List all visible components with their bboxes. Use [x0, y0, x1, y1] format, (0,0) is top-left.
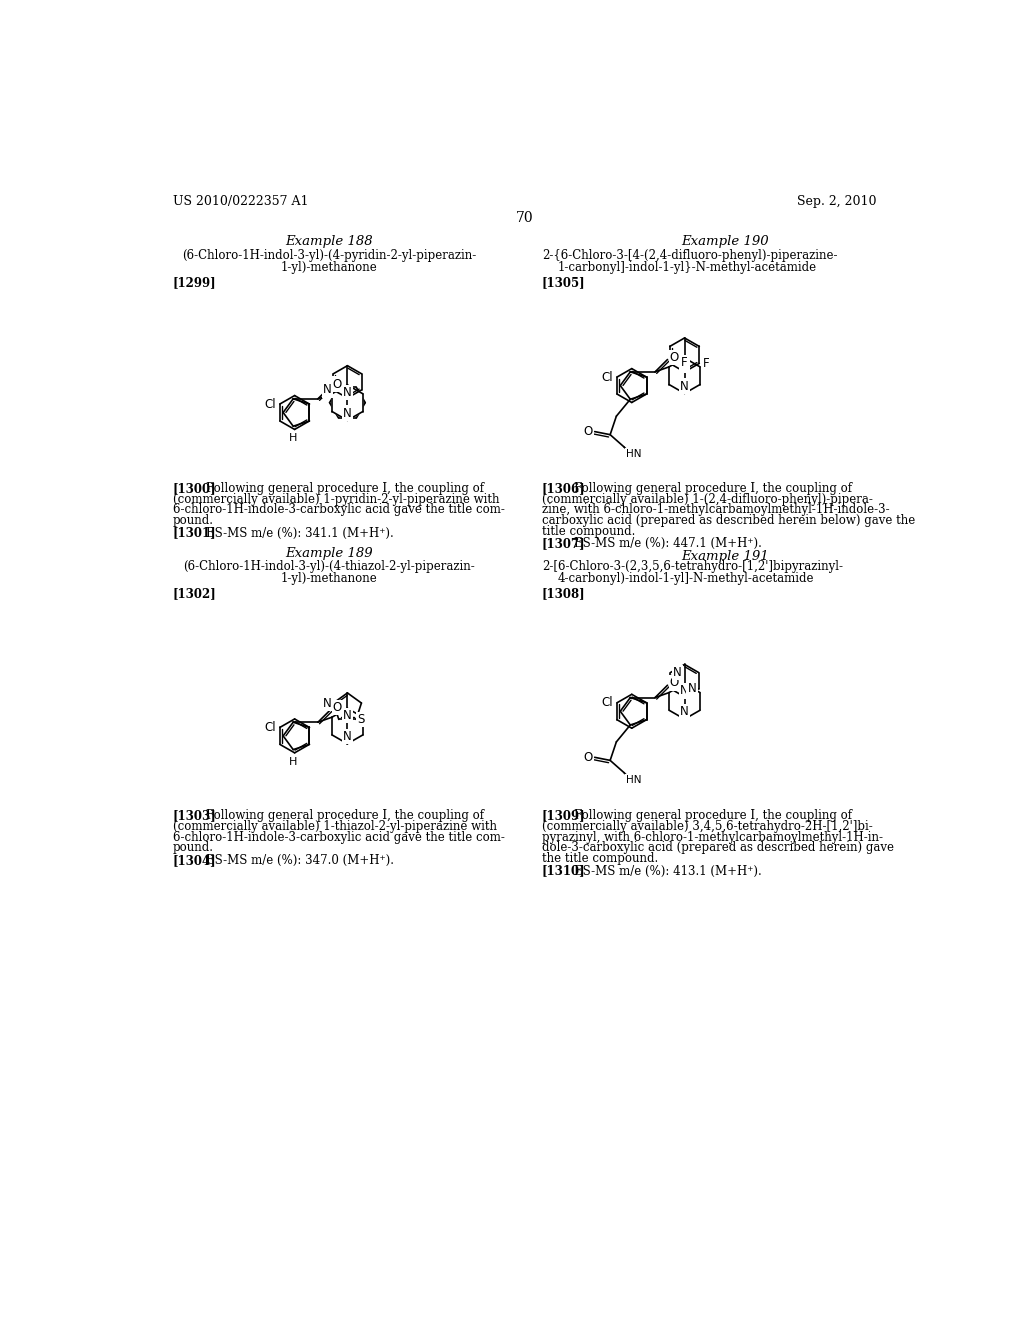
Text: ES-MS m/e (%): 413.1 (M+H⁺).: ES-MS m/e (%): 413.1 (M+H⁺). — [574, 865, 762, 878]
Text: [1301]: [1301] — [173, 527, 216, 540]
Text: N: N — [673, 667, 681, 678]
Text: [1310]: [1310] — [542, 865, 586, 878]
Text: [1302]: [1302] — [173, 587, 217, 601]
Text: (commercially available) 1-thiazol-2-yl-piperazine with: (commercially available) 1-thiazol-2-yl-… — [173, 820, 497, 833]
Text: N: N — [680, 380, 689, 392]
Text: [1306]: [1306] — [542, 482, 586, 495]
Text: pound.: pound. — [173, 841, 214, 854]
Text: [1299]: [1299] — [173, 276, 216, 289]
Text: Example 191: Example 191 — [681, 549, 769, 562]
Text: Example 188: Example 188 — [286, 235, 374, 248]
Text: N: N — [680, 359, 689, 372]
Text: Following general procedure I, the coupling of: Following general procedure I, the coupl… — [574, 809, 852, 822]
Text: S: S — [357, 713, 365, 726]
Text: HN: HN — [626, 449, 641, 459]
Text: 4-carbonyl)-indol-1-yl]-N-methyl-acetamide: 4-carbonyl)-indol-1-yl]-N-methyl-acetami… — [557, 572, 814, 585]
Text: title compound.: title compound. — [542, 525, 635, 539]
Text: 1-yl)-methanone: 1-yl)-methanone — [282, 261, 378, 273]
Polygon shape — [332, 385, 362, 420]
Text: [1304]: [1304] — [173, 854, 216, 867]
Text: N: N — [324, 697, 332, 710]
Text: Example 190: Example 190 — [681, 235, 769, 248]
Text: 6-chloro-1H-indole-3-carboxylic acid gave the title com-: 6-chloro-1H-indole-3-carboxylic acid gav… — [173, 830, 505, 843]
Text: [1303]: [1303] — [173, 809, 217, 822]
Text: HN: HN — [626, 775, 641, 785]
Text: 70: 70 — [516, 211, 534, 224]
Text: ES-MS m/e (%): 347.0 (M+H⁺).: ES-MS m/e (%): 347.0 (M+H⁺). — [206, 854, 393, 867]
Text: N: N — [343, 730, 352, 743]
Text: (6-Chloro-1H-indol-3-yl)-(4-pyridin-2-yl-piperazin-: (6-Chloro-1H-indol-3-yl)-(4-pyridin-2-yl… — [182, 249, 476, 263]
Text: Following general procedure I, the coupling of: Following general procedure I, the coupl… — [206, 809, 483, 822]
Text: N: N — [688, 682, 696, 696]
Text: H: H — [289, 756, 297, 767]
Text: O: O — [333, 701, 342, 714]
Text: Following general procedure I, the coupling of: Following general procedure I, the coupl… — [206, 482, 483, 495]
Text: (commercially available) 3,4,5,6-tetrahydro-2H-[1,2']bi-: (commercially available) 3,4,5,6-tetrahy… — [542, 820, 872, 833]
Text: 1-carbonyl]-indol-1-yl}-N-methyl-acetamide: 1-carbonyl]-indol-1-yl}-N-methyl-acetami… — [557, 261, 816, 273]
Text: Cl: Cl — [601, 371, 613, 384]
Text: zine, with 6-chloro-1-methylcarbamoylmethyl-1H-indole-3-: zine, with 6-chloro-1-methylcarbamoylmet… — [542, 503, 890, 516]
Text: Cl: Cl — [264, 721, 276, 734]
Text: N: N — [343, 407, 352, 420]
Text: pyrazinyl, with 6-chloro-1-methylcarbamoylmethyl-1H-in-: pyrazinyl, with 6-chloro-1-methylcarbamo… — [542, 830, 883, 843]
Text: [1308]: [1308] — [542, 587, 586, 601]
Text: [1300]: [1300] — [173, 482, 216, 495]
Text: dole-3-carboxylic acid (prepared as described herein) gave: dole-3-carboxylic acid (prepared as desc… — [542, 841, 894, 854]
Text: Example 189: Example 189 — [286, 548, 374, 560]
Text: US 2010/0222357 A1: US 2010/0222357 A1 — [173, 195, 308, 209]
Text: ES-MS m/e (%): 341.1 (M+H⁺).: ES-MS m/e (%): 341.1 (M+H⁺). — [206, 527, 393, 540]
Text: 2-{6-Chloro-3-[4-(2,4-difluoro-phenyl)-piperazine-: 2-{6-Chloro-3-[4-(2,4-difluoro-phenyl)-p… — [542, 249, 838, 263]
Text: O: O — [333, 378, 342, 391]
Text: O: O — [670, 351, 679, 364]
Text: N: N — [680, 705, 689, 718]
Text: Cl: Cl — [601, 696, 613, 709]
Text: [1305]: [1305] — [542, 276, 586, 289]
Text: H: H — [289, 433, 297, 444]
Text: N: N — [343, 709, 352, 722]
Text: O: O — [583, 751, 592, 764]
Text: [1307]: [1307] — [542, 537, 586, 550]
Text: carboxylic acid (prepared as described herein below) gave the: carboxylic acid (prepared as described h… — [542, 515, 915, 527]
Text: O: O — [583, 425, 592, 438]
Text: N: N — [323, 383, 332, 396]
Text: F: F — [702, 356, 709, 370]
Text: N: N — [680, 685, 689, 697]
Text: 6-chloro-1H-indole-3-carboxylic acid gave the title com-: 6-chloro-1H-indole-3-carboxylic acid gav… — [173, 503, 505, 516]
Text: ES-MS m/e (%): 447.1 (M+H⁺).: ES-MS m/e (%): 447.1 (M+H⁺). — [574, 537, 762, 550]
Text: N: N — [343, 385, 352, 399]
Text: 2-[6-Chloro-3-(2,3,5,6-tetrahydro-[1,2']bipyrazinyl-: 2-[6-Chloro-3-(2,3,5,6-tetrahydro-[1,2']… — [542, 560, 843, 573]
Text: Sep. 2, 2010: Sep. 2, 2010 — [797, 195, 877, 209]
Text: (6-Chloro-1H-indol-3-yl)-(4-thiazol-2-yl-piperazin-: (6-Chloro-1H-indol-3-yl)-(4-thiazol-2-yl… — [183, 560, 475, 573]
Text: (commercially available) 1-pyridin-2-yl-piperazine with: (commercially available) 1-pyridin-2-yl-… — [173, 492, 500, 506]
Text: (commercially available) 1-(2,4-difluoro-phenyl)-pipera-: (commercially available) 1-(2,4-difluoro… — [542, 492, 872, 506]
Text: Cl: Cl — [264, 397, 276, 411]
Text: F: F — [681, 356, 688, 368]
Text: the title compound.: the title compound. — [542, 853, 658, 865]
Text: O: O — [670, 676, 679, 689]
Text: [1309]: [1309] — [542, 809, 586, 822]
Text: pound.: pound. — [173, 515, 214, 527]
Text: Following general procedure I, the coupling of: Following general procedure I, the coupl… — [574, 482, 852, 495]
Text: 1-yl)-methanone: 1-yl)-methanone — [282, 572, 378, 585]
